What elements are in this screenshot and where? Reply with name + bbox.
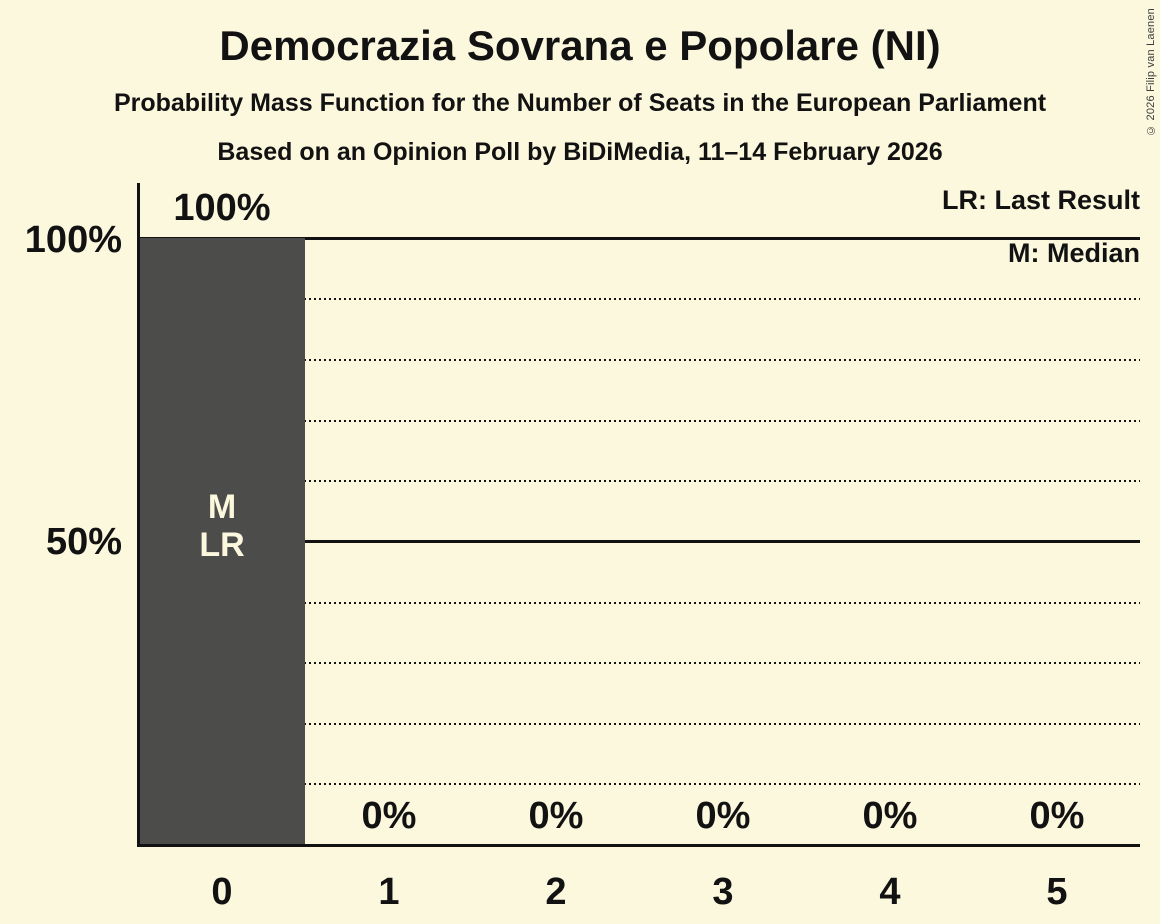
bar-annotations: M LR [139, 488, 305, 564]
x-axis-tick-2: 2 [545, 871, 567, 913]
bar-seat-0: M LR [139, 238, 305, 846]
chart-title: Democrazia Sovrana e Popolare (NI) [219, 22, 941, 69]
value-label-seat-1: 0% [361, 795, 417, 837]
value-label-seat-3: 0% [695, 795, 751, 837]
poll-source-line: Based on an Opinion Poll by BiDiMedia, 1… [217, 138, 943, 166]
gridline-dotted-40 [139, 602, 1140, 604]
x-axis-line [137, 844, 1140, 847]
gridline-dotted-30 [139, 662, 1140, 664]
x-axis-tick-0: 0 [211, 871, 233, 913]
value-label-seat-4: 0% [862, 795, 918, 837]
copyright-notice: © 2026 Filip van Laenen [1145, 8, 1157, 136]
x-axis-tick-4: 4 [879, 871, 901, 913]
chart-subtitle: Probability Mass Function for the Number… [113, 89, 1047, 117]
gridline-dotted-80 [139, 359, 1140, 361]
gridline-dotted-70 [139, 420, 1140, 422]
gridline-dotted-10 [139, 783, 1140, 785]
legend-median: M: Median [1008, 238, 1140, 268]
median-marker: M [207, 488, 237, 526]
y-axis-tick-100: 100% [24, 219, 122, 261]
x-axis-tick-1: 1 [378, 871, 400, 913]
gridline-solid-100 [139, 237, 1140, 240]
value-label-seat-0: 100% [173, 187, 271, 229]
y-axis-tick-50: 50% [45, 521, 122, 563]
gridline-solid-50 [139, 540, 1140, 543]
x-axis-tick-3: 3 [712, 871, 734, 913]
gridline-dotted-90 [139, 298, 1140, 300]
value-label-seat-5: 0% [1029, 795, 1085, 837]
y-axis-line [137, 183, 140, 847]
gridline-dotted-60 [139, 480, 1140, 482]
x-axis-tick-5: 5 [1046, 871, 1068, 913]
value-label-seat-2: 0% [528, 795, 584, 837]
last-result-marker: LR [199, 526, 245, 564]
legend-last-result: LR: Last Result [941, 185, 1140, 215]
gridline-dotted-20 [139, 723, 1140, 725]
